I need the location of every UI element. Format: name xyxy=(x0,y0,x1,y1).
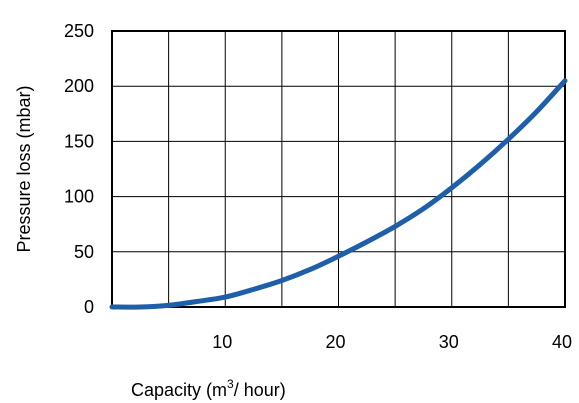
y-tick-labels: 0 50 100 150 200 250 xyxy=(64,21,94,317)
y-tick-label: 250 xyxy=(64,21,94,41)
series-group xyxy=(109,78,568,310)
y-tick-label: 100 xyxy=(64,187,94,207)
plot-frame xyxy=(111,30,566,308)
y-tick-label: 150 xyxy=(64,131,94,151)
x-tick-label: 30 xyxy=(439,332,459,352)
x-tick-label: 10 xyxy=(212,332,232,352)
x-tick-labels: 10 20 30 40 xyxy=(212,332,572,352)
x-axis-label-suffix: / hour) xyxy=(234,380,286,400)
x-tick-label: 20 xyxy=(325,332,345,352)
y-tick-label: 0 xyxy=(84,297,94,317)
x-tick-label: 40 xyxy=(552,332,572,352)
y-tick-label: 200 xyxy=(64,76,94,96)
series-line xyxy=(109,78,568,310)
x-axis-label-main: Capacity (m xyxy=(131,380,227,400)
x-axis-label-superscript: 3 xyxy=(227,377,234,391)
y-axis-label: Pressure loss (mbar) xyxy=(14,85,34,252)
x-axis-label: Capacity (m3/ hour) xyxy=(131,377,286,400)
y-tick-label: 50 xyxy=(74,242,94,262)
grid xyxy=(112,31,565,307)
